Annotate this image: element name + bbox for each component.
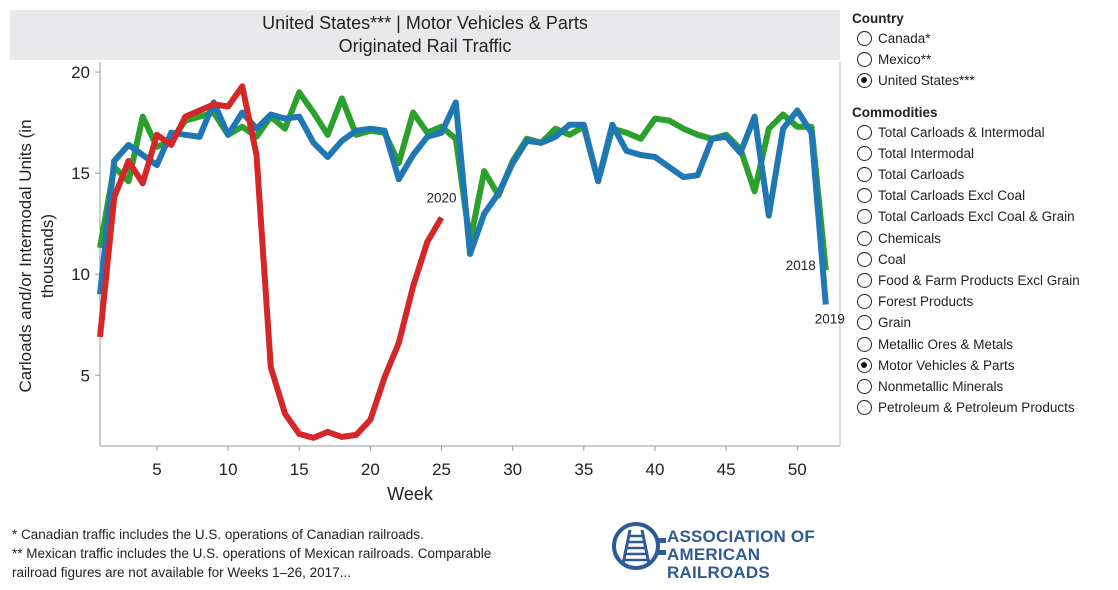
commodity-option-label: Total Carloads & Intermodal	[878, 124, 1045, 140]
radio-unselected-icon[interactable]	[857, 336, 872, 352]
commodity-option[interactable]: Total Carloads Excl Coal & Grain	[852, 206, 1114, 227]
commodity-option[interactable]: Total Carloads	[852, 164, 1114, 185]
commodity-option[interactable]: Petroleum & Petroleum Products	[852, 397, 1114, 418]
commodity-option[interactable]: Chemicals	[852, 228, 1114, 249]
radio-unselected-icon[interactable]	[857, 145, 872, 161]
series-label-2019: 2019	[815, 312, 845, 327]
country-option-label: United States***	[878, 73, 975, 89]
country-option-label: Mexico**	[878, 52, 932, 68]
radio-unselected-icon[interactable]	[857, 52, 872, 68]
country-option[interactable]: Canada*	[852, 28, 1114, 49]
commodity-option-label: Forest Products	[878, 294, 974, 310]
x-tick-label: 5	[152, 460, 161, 479]
commodity-option-label: Petroleum & Petroleum Products	[878, 400, 1075, 416]
x-tick-label: 15	[290, 460, 309, 479]
country-option[interactable]: Mexico**	[852, 49, 1114, 70]
x-tick-label: 30	[503, 460, 522, 479]
x-axis-label: Week	[387, 484, 434, 504]
radio-unselected-icon[interactable]	[857, 378, 872, 394]
radio-unselected-icon[interactable]	[857, 272, 872, 288]
commodity-option-label: Total Intermodal	[878, 145, 975, 161]
aar-track-icon	[612, 522, 666, 570]
x-tick-label: 35	[574, 460, 593, 479]
y-tick-label: 15	[71, 164, 90, 183]
y-tick-label: 5	[81, 366, 90, 385]
chart-title-line1: United States*** | Motor Vehicles & Part…	[262, 13, 588, 33]
radio-unselected-icon[interactable]	[857, 294, 872, 310]
series-label-2018: 2018	[786, 258, 816, 273]
commodity-option[interactable]: Total Carloads & Intermodal	[852, 122, 1114, 143]
commodity-option-label: Food & Farm Products Excl Grain	[878, 272, 1080, 288]
filter-panel: Country Canada* Mexico** United States*** …	[852, 10, 1114, 418]
commodity-option-label: Motor Vehicles & Parts	[878, 357, 1015, 373]
aar-logo-line2: AMERICAN RAILROADS	[667, 545, 770, 582]
footnote-canada: * Canadian traffic includes the U.S. ope…	[12, 527, 424, 542]
commodity-option[interactable]: Total Intermodal	[852, 143, 1114, 164]
x-tick-label: 45	[717, 460, 736, 479]
commodity-option[interactable]: Nonmetallic Minerals	[852, 376, 1114, 397]
country-option[interactable]: United States***	[852, 70, 1114, 91]
x-tick-label: 40	[646, 460, 665, 479]
country-radio-group: Canada* Mexico** United States***	[852, 28, 1114, 92]
footnote-mexico: ** Mexican traffic includes the U.S. ope…	[12, 546, 492, 561]
radio-unselected-icon[interactable]	[857, 31, 872, 47]
commodity-option[interactable]: Food & Farm Products Excl Grain	[852, 270, 1114, 291]
y-tick-label: 10	[71, 265, 90, 284]
commodity-option[interactable]: Grain	[852, 312, 1114, 333]
radio-selected-icon[interactable]	[857, 73, 872, 89]
radio-unselected-icon[interactable]	[857, 315, 872, 331]
commodity-option-label: Coal	[878, 251, 906, 267]
commodities-heading: Commodities	[852, 104, 938, 120]
chart-title-box: United States*** | Motor Vehicles & Part…	[10, 10, 840, 60]
commodity-option[interactable]: Metallic Ores & Metals	[852, 333, 1114, 354]
series-line-2019	[97, 99, 829, 305]
commodity-option-label: Total Carloads	[878, 167, 965, 183]
radio-unselected-icon[interactable]	[857, 124, 872, 140]
aar-logo-line1: ASSOCIATION OF	[667, 527, 815, 546]
aar-logo-text: ASSOCIATION OF AMERICAN RAILROADS	[667, 528, 850, 582]
commodity-option-label: Metallic Ores & Metals	[878, 336, 1014, 352]
commodity-option-label: Grain	[878, 315, 912, 331]
y-axis-label-line: Carloads and/or Intermodal Units (in	[16, 119, 35, 392]
radio-selected-icon[interactable]	[857, 357, 872, 373]
commodity-option-label: Nonmetallic Minerals	[878, 378, 1004, 394]
x-tick-label: 25	[432, 460, 451, 479]
x-tick-label: 10	[219, 460, 238, 479]
radio-unselected-icon[interactable]	[857, 209, 872, 225]
x-tick-label: 50	[788, 460, 807, 479]
commodity-option-label: Chemicals	[878, 230, 942, 246]
commodity-option-label: Total Carloads Excl Coal	[878, 188, 1026, 204]
footnote-mexico-cont: railroad figures are not available for W…	[12, 565, 351, 580]
radio-unselected-icon[interactable]	[857, 251, 872, 267]
commodity-option[interactable]: Total Carloads Excl Coal	[852, 185, 1114, 206]
footnotes: * Canadian traffic includes the U.S. ope…	[12, 525, 491, 582]
commodity-option[interactable]: Coal	[852, 249, 1114, 270]
commodity-option[interactable]: Motor Vehicles & Parts	[852, 355, 1114, 376]
commodity-option-label: Total Carloads Excl Coal & Grain	[878, 209, 1075, 225]
radio-unselected-icon[interactable]	[857, 230, 872, 246]
series-label-2020: 2020	[427, 191, 457, 206]
y-tick-label: 20	[71, 63, 90, 82]
series-line-2020	[97, 83, 445, 441]
radio-unselected-icon[interactable]	[857, 188, 872, 204]
country-heading: Country	[852, 11, 904, 26]
radio-unselected-icon[interactable]	[857, 400, 872, 416]
y-axis-label-line: thousands)	[38, 214, 57, 298]
chart-title-line2: Originated Rail Traffic	[338, 36, 512, 56]
commodity-option[interactable]: Forest Products	[852, 291, 1114, 312]
line-chart: 5 10 15 20 25 30 35 40 45 50 5 10 15 20 Week Carloads a…	[16, 62, 845, 504]
radio-unselected-icon[interactable]	[857, 167, 872, 183]
x-tick-label: 20	[361, 460, 380, 479]
country-option-label: Canada*	[878, 31, 931, 47]
aar-logo: ASSOCIATION OF AMERICAN RAILROADS	[610, 518, 850, 582]
commodity-radio-group: Total Carloads & Intermodal Total Intermo…	[852, 122, 1114, 419]
